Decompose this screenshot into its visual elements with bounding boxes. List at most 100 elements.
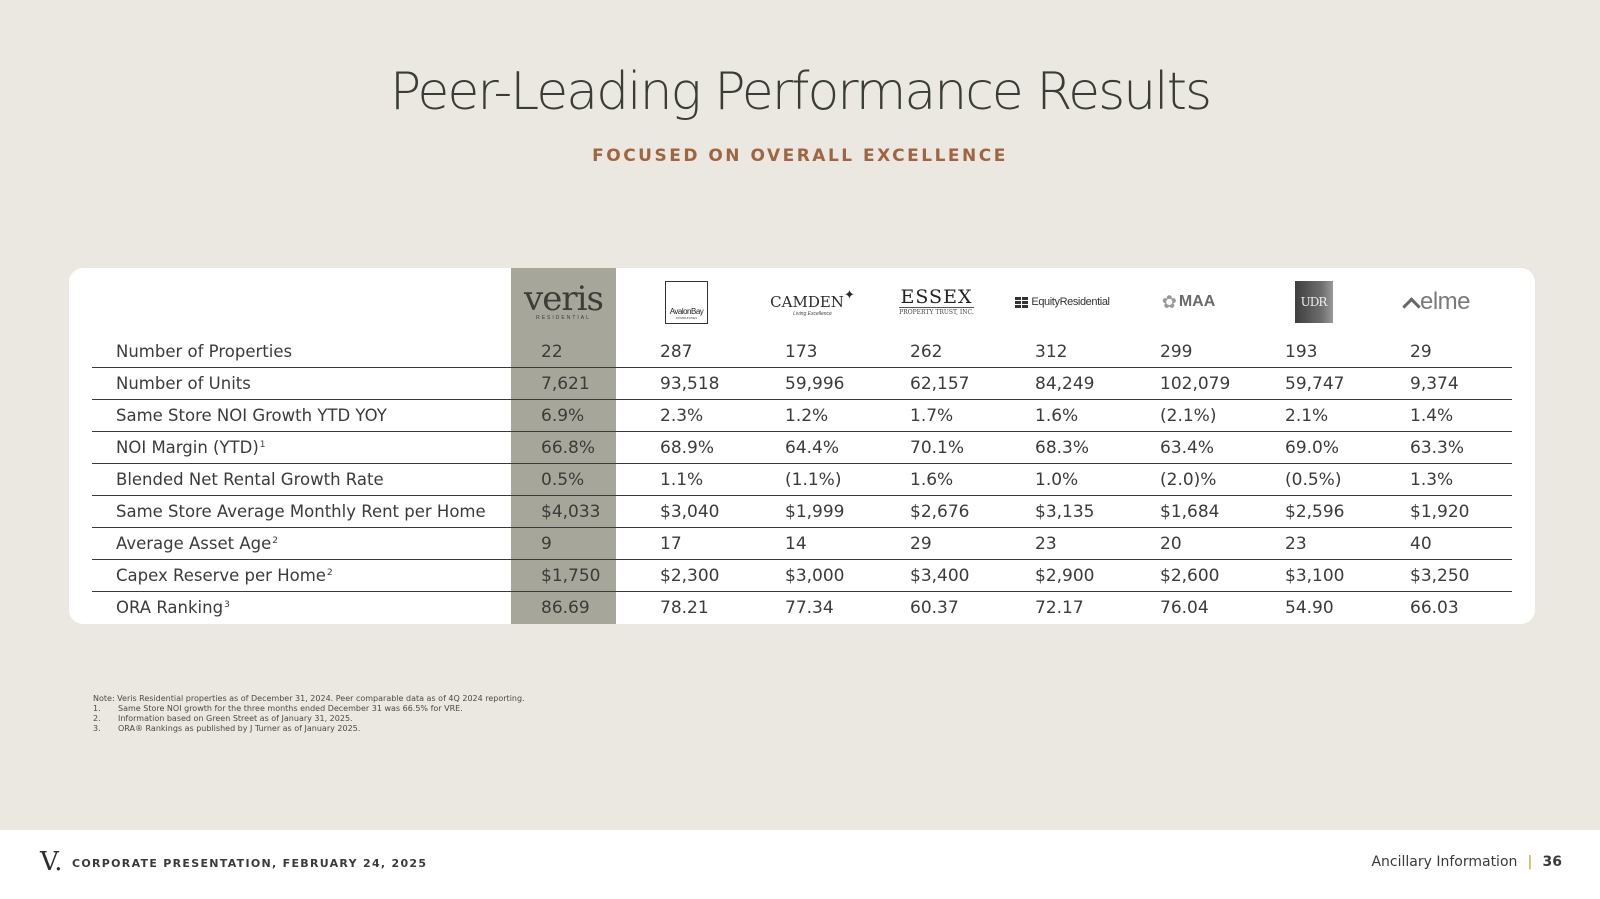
table-cell: $2,596: [1261, 495, 1386, 528]
table-cell: 64.4%: [761, 431, 886, 464]
table-cell: 1.6%: [886, 463, 1011, 496]
table-cell: 23: [1011, 527, 1136, 560]
table-cell: $2,900: [1011, 559, 1136, 592]
table-cell: 63.4%: [1136, 431, 1261, 464]
table-cell: $3,400: [886, 559, 1011, 592]
table-cell: 29: [886, 527, 1011, 560]
avalonbay-logo: AvalonBay COMMUNITIES: [624, 268, 749, 336]
table-cell: $2,676: [886, 495, 1011, 528]
page-number: 36: [1542, 854, 1562, 870]
equity-grid-icon: [1015, 296, 1029, 308]
table-cell: 76.04: [1160, 597, 1209, 618]
footnote-marker: 2: [326, 568, 333, 578]
table-cell: (0.5%): [1261, 463, 1386, 496]
table-cell: 299: [1136, 336, 1261, 368]
peer-comparison-table: Number of Properties 22 287 173 262 312 299 193…: [92, 336, 1512, 623]
table-row: ORA Ranking3 86.69 78.21 77.34 60.37 72.17 76.…: [92, 592, 1512, 624]
table-cell: 22: [511, 336, 636, 368]
table-cell: 2.1%: [1261, 399, 1386, 432]
table-cell: $2,600: [1136, 559, 1261, 592]
footnote-marker: 3: [224, 600, 230, 610]
presentation-label: CORPORATE PRESENTATION, FEBRUARY 24, 202…: [72, 857, 428, 870]
slide-title: Peer-Leading Performance Results: [389, 62, 1212, 122]
table-cell: 23: [1261, 527, 1386, 560]
table-cell: 86.69: [541, 597, 590, 618]
table-row: Average Asset Age2 9 17 14 29 23 20 23 40: [92, 527, 1512, 560]
table-cell: 262: [886, 336, 1011, 368]
footnotes: Note: Veris Residential properties as of…: [93, 694, 525, 734]
table-cell: 1.1%: [636, 463, 761, 496]
table-cell: 66.8%: [511, 431, 636, 464]
footnote-marker: 2: [272, 536, 278, 546]
footnote-item: 1. Same Store NOI growth for the three mo…: [93, 704, 463, 713]
table-cell: $1,750: [511, 559, 636, 592]
table-cell: $4,033: [511, 495, 636, 528]
table-cell: $1,920: [1386, 495, 1512, 528]
equity-residential-logo: EquityResidential: [1000, 268, 1125, 336]
maa-logo: ✿ MAA: [1161, 291, 1216, 312]
table-cell: 70.1%: [886, 431, 1011, 464]
row-label: NOI Margin (YTD)1: [92, 431, 511, 464]
table-cell: 59,996: [761, 367, 886, 400]
row-label: Number of Properties: [92, 336, 511, 368]
table-cell: (2.0)%: [1136, 463, 1261, 496]
hummingbird-icon: ✦: [843, 287, 855, 303]
table-row: Capex Reserve per Home2 $1,750 $2,300 $3,00…: [92, 559, 1512, 592]
footer-separator: |: [1527, 854, 1533, 870]
table-cell: 9,374: [1386, 367, 1512, 400]
table-cell: 173: [761, 336, 886, 368]
table-cell: (1.1%): [761, 463, 886, 496]
table-row: Blended Net Rental Growth Rate 0.5% 1.1% (1…: [92, 463, 1512, 496]
footer-section: Ancillary Information | 36: [1371, 854, 1562, 870]
footnote-item: 2. Information based on Green Street as o…: [93, 714, 353, 723]
footer-bar: V. CORPORATE PRESENTATION, FEBRUARY 24, …: [0, 830, 1600, 899]
row-label: Capex Reserve per Home2: [92, 559, 511, 592]
footnote-intro: Note: Veris Residential properties as of…: [93, 694, 525, 703]
table-cell: (2.1%): [1136, 399, 1261, 432]
section-name: Ancillary Information: [1371, 854, 1518, 870]
row-label: Blended Net Rental Growth Rate: [92, 463, 511, 496]
table-cell: 1.3%: [1386, 463, 1512, 496]
table-cell: $3,250: [1386, 559, 1512, 592]
table-cell: 68.9%: [636, 431, 761, 464]
table-cell: 7,621: [511, 367, 636, 400]
udr-logo: UDR: [1251, 268, 1376, 336]
row-label: Same Store Average Monthly Rent per Home: [92, 495, 511, 528]
row-label: Number of Units: [92, 367, 511, 400]
table-cell: $3,040: [636, 495, 761, 528]
table-cell: 1.0%: [1011, 463, 1136, 496]
footnote-item: 3. ORA® Rankings as published by J Turner…: [93, 724, 361, 733]
veris-logo: veris RESIDENTIAL: [524, 279, 604, 321]
table-cell: 1.7%: [886, 399, 1011, 432]
table-cell: 14: [761, 527, 886, 560]
table-cell: $3,135: [1011, 495, 1136, 528]
table-row: Number of Properties 22 287 173 262 312 299 193…: [92, 336, 1512, 368]
table-cell: 68.3%: [1011, 431, 1136, 464]
table-cell: 20: [1136, 527, 1261, 560]
table-row: Same Store NOI Growth YTD YOY 6.9% 2.3% 1.2…: [92, 399, 1512, 432]
table-cell: $1,684: [1136, 495, 1261, 528]
table-cell: $2,300: [636, 559, 761, 592]
table-cell: 84,249: [1011, 367, 1136, 400]
table-cell: 9: [511, 527, 636, 560]
table-cell: 0.5%: [511, 463, 636, 496]
table-row: Number of Units 7,621 93,518 59,996 62,157 84…: [92, 367, 1512, 400]
slide-subtitle: FOCUSED ON OVERALL EXCELLENCE: [592, 146, 1008, 166]
elme-chevron-icon: [1402, 296, 1421, 316]
table-cell: $3,000: [761, 559, 886, 592]
table-cell: $3,100: [1261, 559, 1386, 592]
row-label: Average Asset Age2: [92, 527, 511, 560]
table-cell: 102,079: [1136, 367, 1261, 400]
table-cell: 77.34: [785, 597, 834, 618]
table-cell: 312: [1011, 336, 1136, 368]
table-cell: 66.03: [1410, 597, 1459, 618]
table-cell: 54.90: [1285, 597, 1334, 618]
table-cell: 93,518: [636, 367, 761, 400]
table-cell: 2.3%: [636, 399, 761, 432]
table-cell: 78.21: [660, 597, 709, 618]
table-cell: 17: [636, 527, 761, 560]
table-cell: $1,999: [761, 495, 886, 528]
table-cell: 287: [636, 336, 761, 368]
table-cell: 1.6%: [1011, 399, 1136, 432]
table-cell: 40: [1386, 527, 1512, 560]
